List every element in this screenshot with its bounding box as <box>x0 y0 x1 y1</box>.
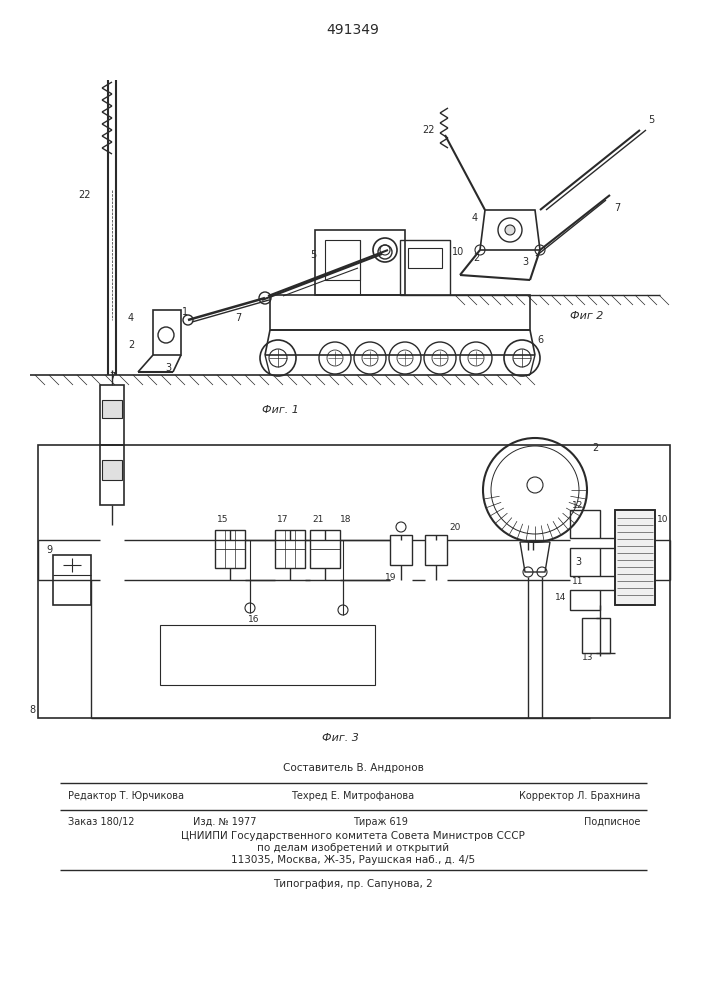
Text: 21: 21 <box>312 516 323 524</box>
Bar <box>408 248 442 268</box>
Bar <box>160 625 375 685</box>
Bar <box>310 530 340 568</box>
Bar <box>100 385 124 445</box>
Text: 12: 12 <box>572 500 583 510</box>
Bar <box>270 295 530 330</box>
Text: ЦНИИПИ Государственного комитета Совета Министров СССР: ЦНИИПИ Государственного комитета Совета … <box>181 831 525 841</box>
Text: 7: 7 <box>614 203 620 213</box>
Bar <box>570 590 600 610</box>
Text: 2: 2 <box>128 340 134 350</box>
Text: 2: 2 <box>592 443 598 453</box>
Text: Фиг 2: Фиг 2 <box>570 311 603 321</box>
Text: 491349: 491349 <box>327 23 380 37</box>
Text: Редактор Т. Юрчикова: Редактор Т. Юрчикова <box>68 791 184 801</box>
Text: 7: 7 <box>235 313 241 323</box>
Bar <box>570 510 600 538</box>
Text: 13: 13 <box>582 652 593 662</box>
Bar <box>615 510 655 605</box>
Text: Изд. № 1977: Изд. № 1977 <box>193 817 257 827</box>
Text: Составитель В. Андронов: Составитель В. Андронов <box>283 763 423 773</box>
Circle shape <box>527 477 543 493</box>
Text: Подписное: Подписное <box>583 817 640 827</box>
Text: 4: 4 <box>472 213 478 223</box>
Text: 22: 22 <box>78 190 90 200</box>
Text: Техред Е. Митрофанова: Техред Е. Митрофанова <box>291 791 414 801</box>
Text: 15: 15 <box>217 516 228 524</box>
Text: 16: 16 <box>248 615 259 624</box>
Text: по делам изобретений и открытий: по делам изобретений и открытий <box>257 843 449 853</box>
Text: 6: 6 <box>537 335 543 345</box>
Bar <box>275 530 305 568</box>
Bar <box>102 460 122 480</box>
Text: 4: 4 <box>128 313 134 323</box>
Text: 20: 20 <box>449 522 460 532</box>
Text: 8: 8 <box>30 705 36 715</box>
Text: 3: 3 <box>575 557 581 567</box>
Text: Корректор Л. Брахнина: Корректор Л. Брахнина <box>519 791 640 801</box>
Text: Типография, пр. Сапунова, 2: Типография, пр. Сапунова, 2 <box>273 879 433 889</box>
Text: Заказ 180/12: Заказ 180/12 <box>68 817 134 827</box>
Text: 7: 7 <box>109 372 115 382</box>
Text: 19: 19 <box>385 572 397 582</box>
Bar <box>400 240 450 295</box>
Bar <box>615 510 655 605</box>
Text: 113035, Москва, Ж-35, Раушская наб., д. 4/5: 113035, Москва, Ж-35, Раушская наб., д. … <box>231 855 475 865</box>
Text: Тираж 619: Тираж 619 <box>353 817 407 827</box>
Text: 22: 22 <box>423 125 435 135</box>
Text: 10: 10 <box>452 247 464 257</box>
Text: 10: 10 <box>657 516 669 524</box>
Text: Фиг. 3: Фиг. 3 <box>322 733 358 743</box>
Bar <box>38 445 670 718</box>
Circle shape <box>505 225 515 235</box>
Text: 11: 11 <box>572 578 583 586</box>
Text: 5: 5 <box>310 250 316 260</box>
Bar <box>425 535 447 565</box>
Text: 2: 2 <box>473 253 479 263</box>
Bar <box>390 535 412 565</box>
Bar <box>102 400 122 418</box>
Text: Фиг. 1: Фиг. 1 <box>262 405 298 415</box>
Bar <box>315 230 405 295</box>
Bar <box>53 555 91 605</box>
Bar <box>100 445 124 505</box>
Bar <box>570 548 600 576</box>
Text: 18: 18 <box>340 516 351 524</box>
Text: 3: 3 <box>165 363 171 373</box>
Bar <box>215 530 245 568</box>
Text: 1: 1 <box>182 307 188 317</box>
Text: 5: 5 <box>648 115 654 125</box>
Text: 3: 3 <box>522 257 528 267</box>
Text: 17: 17 <box>277 516 288 524</box>
Text: 14: 14 <box>555 593 566 602</box>
Text: 9: 9 <box>46 545 52 555</box>
Bar <box>153 310 181 355</box>
Bar <box>325 240 360 280</box>
Bar <box>582 618 610 653</box>
